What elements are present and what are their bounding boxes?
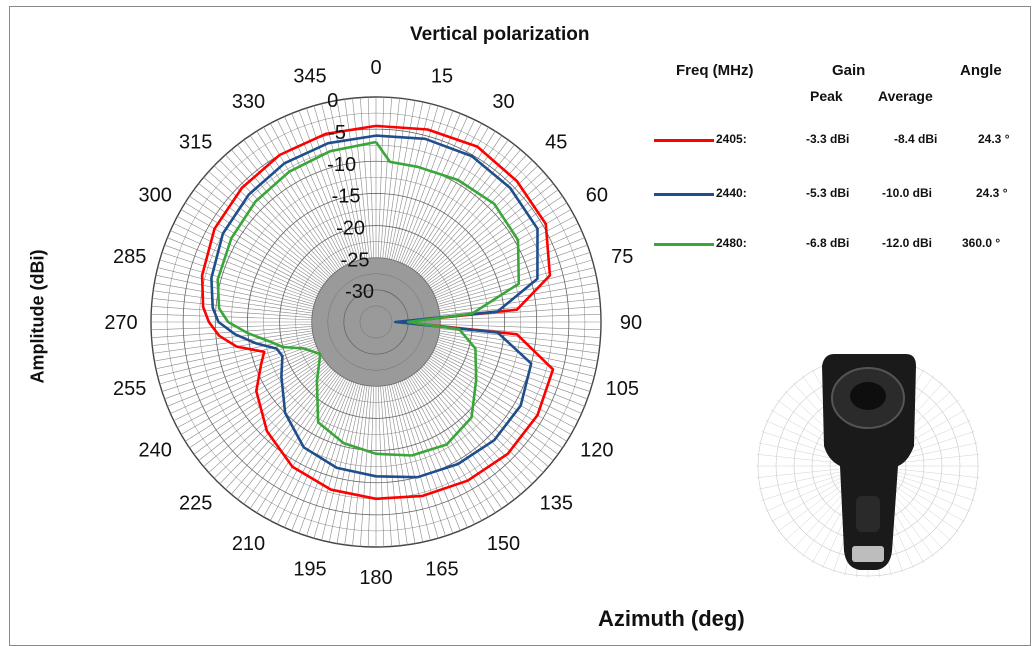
device-photo-inset: [756, 354, 980, 578]
legend-peak-2480: -6.8 dBi: [806, 236, 850, 250]
inset-spoke: [887, 469, 978, 490]
legend-label-2405: 2405:: [716, 132, 747, 146]
polar-ring: [311, 257, 441, 387]
polar-ring: [247, 193, 505, 451]
angle-tick-label: 210: [232, 533, 265, 555]
legend-swatch-2405: [654, 139, 714, 142]
angle-tick-label: 45: [545, 132, 567, 154]
angle-tick-label: 15: [431, 66, 453, 88]
polar-ring-minor: [166, 112, 586, 532]
angle-tick-label: 105: [606, 378, 639, 400]
series-line-2480: [216, 140, 521, 457]
inset-spoke: [886, 471, 975, 501]
polar-inner-fill: [311, 257, 441, 387]
angle-tick-label: 90: [620, 312, 642, 334]
angle-tick-label: 270: [104, 312, 137, 334]
legend-average-header: Average: [878, 88, 933, 104]
polar-chart: 0 15 30 45 60 75 90 105 120 135 150 165 180 195 210 225…: [104, 57, 642, 589]
angle-tick-label: 60: [586, 185, 608, 207]
angle-tick-label: 180: [359, 567, 392, 589]
inset-spoke: [885, 475, 966, 523]
legend-angle-2440: 24.3 °: [976, 186, 1008, 200]
legend-peak-header: Peak: [810, 88, 843, 104]
angle-tick-label: 300: [138, 185, 171, 207]
legend-peak-2440: -5.3 dBi: [806, 186, 850, 200]
polar-ring: [279, 225, 473, 419]
inset-spoke: [770, 475, 851, 523]
angle-tick-label: 255: [113, 378, 146, 400]
inset-spoke: [761, 471, 850, 501]
angle-tick-label: 30: [492, 91, 514, 113]
inset-spoke: [887, 467, 980, 478]
polar-ring-minor: [231, 177, 521, 467]
radial-tick-label: -20: [336, 218, 365, 240]
angle-tick-label: 195: [293, 558, 326, 580]
series-line-2440: [210, 134, 539, 479]
angle-tick-label: 150: [487, 533, 520, 555]
series-line-2405: [200, 124, 555, 501]
inset-spoke: [758, 469, 849, 490]
inset-spoke: [777, 477, 852, 533]
legend-average-2440: -10.0 dBi: [882, 186, 933, 200]
angle-tick-label: 120: [580, 440, 613, 462]
legend-freq-header: Freq (MHz): [676, 62, 754, 79]
legend-swatch-2480: [654, 243, 714, 246]
legend-angle-2480: 360.0 °: [962, 236, 1001, 250]
inset-spoke: [884, 477, 959, 533]
device-body: [822, 354, 916, 570]
polar-ring-minor: [263, 209, 489, 435]
angle-tick-label: 225: [179, 492, 212, 514]
angle-tick-label: 240: [138, 440, 171, 462]
polar-ring-minor: [327, 273, 425, 371]
radial-tick-label: -30: [345, 281, 374, 303]
radial-tick-label: -5: [328, 122, 346, 144]
polar-ring-minor: [359, 305, 393, 339]
angle-tick-label: 135: [540, 492, 573, 514]
chart-title: Vertical polarization: [410, 24, 590, 45]
legend-angle-2405: 24.3 °: [978, 132, 1010, 146]
legend-gain-header: Gain: [832, 62, 866, 79]
x-axis-label: Azimuth (deg): [598, 606, 745, 631]
polar-ring: [214, 160, 538, 484]
legend-swatch-2440: [654, 193, 714, 196]
polar-ring: [182, 128, 570, 516]
radial-tick-label: 0: [327, 90, 338, 112]
legend-label-2480: 2480:: [716, 236, 747, 250]
radial-tick-label: -10: [327, 154, 356, 176]
angle-tick-label: 285: [113, 246, 146, 268]
angle-tick-label: 0: [370, 57, 381, 79]
radial-tick-label: -15: [332, 186, 361, 208]
angle-tick-label: 330: [232, 91, 265, 113]
legend-average-2480: -12.0 dBi: [882, 236, 933, 250]
angle-tick-label: 75: [611, 246, 633, 268]
angle-tick-label: 165: [425, 558, 458, 580]
radial-tick-label: -25: [341, 249, 370, 271]
angle-tick-label: 315: [179, 132, 212, 154]
inset-spoke: [886, 473, 971, 512]
angle-tick-label: 345: [293, 66, 326, 88]
y-axis-label: Amplitude (dBi): [27, 249, 48, 384]
inset-spoke: [765, 473, 850, 512]
legend-label-2440: 2440:: [716, 186, 747, 200]
legend-peak-2405: -3.3 dBi: [806, 132, 850, 146]
inset-spoke: [756, 454, 849, 465]
legend-angle-header: Angle: [960, 62, 1002, 79]
polar-ring-minor: [295, 241, 457, 403]
legend-average-2405: -8.4 dBi: [894, 132, 938, 146]
inset-spoke: [756, 467, 849, 478]
